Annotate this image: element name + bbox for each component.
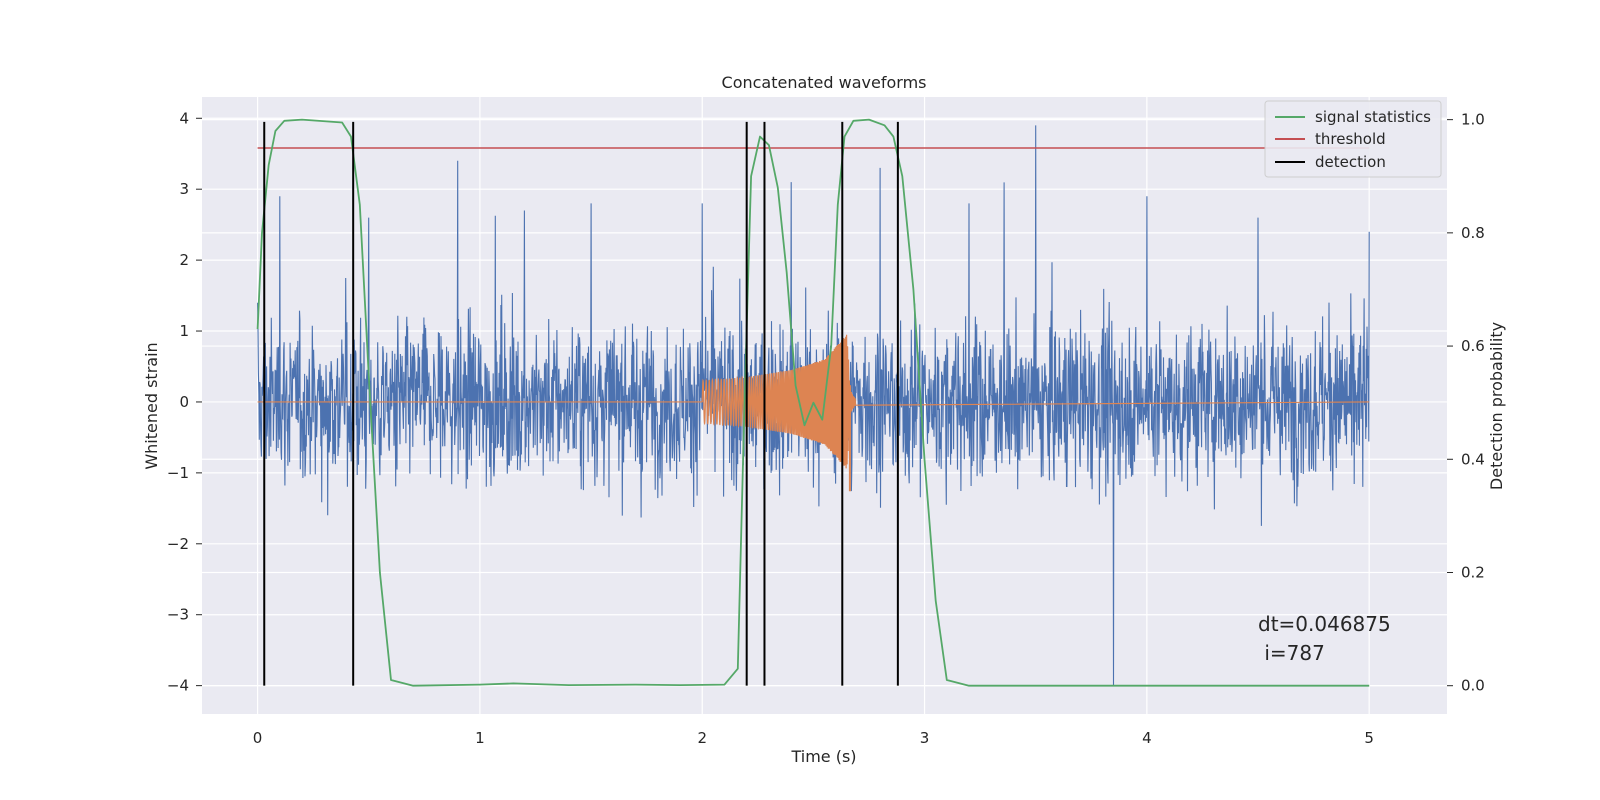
- annotation-dt: dt=0.046875: [1258, 612, 1391, 636]
- y2-tick-label: 0.4: [1461, 450, 1485, 468]
- y-axis-left: −4 −3 −2 −1 0 1 2 3 4: [167, 109, 202, 695]
- legend-label-signal-statistics: signal statistics: [1315, 108, 1431, 126]
- y-tick-label: −4: [167, 677, 189, 695]
- y-tick-label: 0: [179, 393, 189, 411]
- y-axis-title: Whitened strain: [142, 342, 161, 469]
- y-tick-label: 4: [179, 109, 189, 127]
- x-tick-label: 4: [1142, 729, 1152, 747]
- x-axis-title: Time (s): [790, 747, 856, 766]
- x-axis: 0 1 2 3 4 5: [253, 729, 1374, 747]
- annotation-i: i=787: [1258, 641, 1325, 665]
- x-tick-label: 2: [697, 729, 707, 747]
- legend-label-detection: detection: [1315, 153, 1386, 171]
- y-tick-label: 1: [179, 322, 189, 340]
- y-tick-label: −3: [167, 606, 189, 624]
- waveform-series-line: [257, 334, 1370, 492]
- y-tick-label: −2: [167, 535, 189, 553]
- x-tick-label: 3: [920, 729, 930, 747]
- chart-title: Concatenated waveforms: [722, 73, 927, 92]
- y-tick-label: 2: [179, 251, 189, 269]
- y2-tick-label: 0.2: [1461, 563, 1485, 581]
- legend-label-threshold: threshold: [1315, 130, 1386, 148]
- noise-series-line: [257, 125, 1370, 686]
- y-axis-right: 0.0 0.2 0.4 0.6 0.8 1.0: [1447, 111, 1485, 695]
- x-tick-label: 1: [475, 729, 485, 747]
- x-tick-label: 0: [253, 729, 263, 747]
- y-tick-label: −1: [167, 464, 189, 482]
- y-tick-label: 3: [179, 180, 189, 198]
- y2-tick-label: 0.8: [1461, 224, 1485, 242]
- x-tick-label: 5: [1364, 729, 1374, 747]
- y2-tick-label: 0.6: [1461, 337, 1485, 355]
- data-layer: [256, 118, 1370, 687]
- legend: signal statistics threshold detection: [1264, 100, 1442, 178]
- y2-tick-label: 0.0: [1461, 677, 1485, 695]
- y2-axis-title: Detection probability: [1487, 322, 1506, 490]
- y2-tick-label: 1.0: [1461, 111, 1485, 129]
- legend-box: [1264, 100, 1442, 178]
